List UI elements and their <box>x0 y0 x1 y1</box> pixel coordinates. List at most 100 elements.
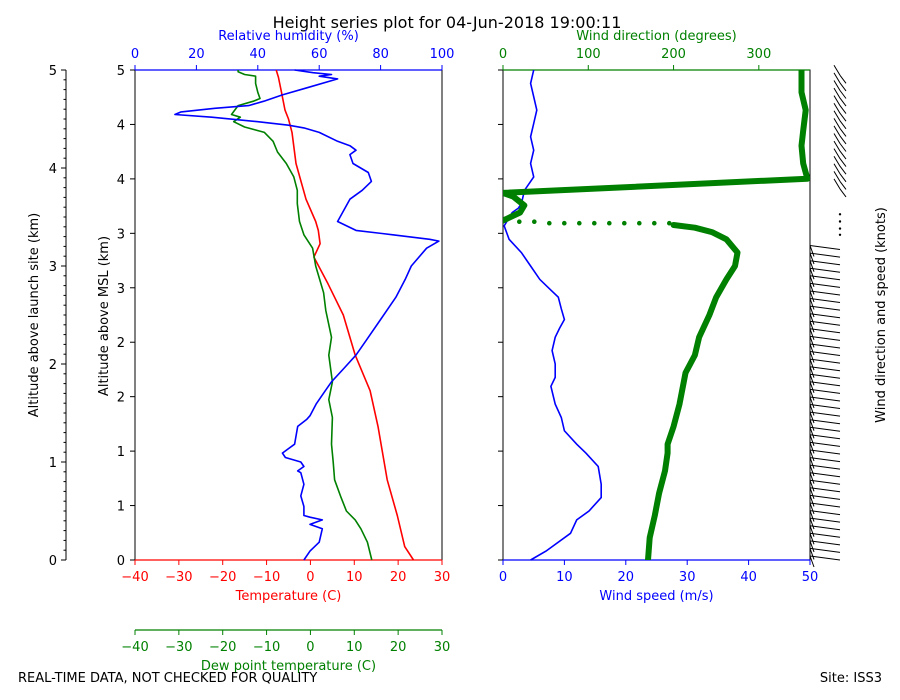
inner-y-tick-label: 5 <box>117 64 125 79</box>
wind-direction-line <box>645 222 741 560</box>
wind-barb <box>833 178 847 198</box>
wind-barb <box>809 366 841 378</box>
wind-barb <box>833 80 847 99</box>
wind-speed-tick-label: 50 <box>802 570 819 585</box>
wind-speed-line <box>503 69 602 561</box>
temperature-tick-label: 0 <box>306 570 314 585</box>
wind-direction-point <box>622 220 627 226</box>
wind-direction-point <box>562 220 567 226</box>
wind-barb <box>809 502 841 515</box>
outer-y-tick-label: 0 <box>49 554 57 569</box>
wind-barb <box>809 540 841 553</box>
thermo-panel: 0 1 2 3 4 5 Altitude above launch site (km) 0 1 1… <box>27 29 454 674</box>
wind-barb <box>809 275 841 287</box>
inner-y-tick-label: 0 <box>117 554 125 569</box>
wind-barb <box>809 245 841 257</box>
dewpoint-tick-label: −30 <box>165 640 192 655</box>
inner-y-tick-label: 3 <box>117 227 125 242</box>
dewpoint-tick-label: 10 <box>346 640 363 655</box>
wind-barb <box>833 163 847 183</box>
wind-direction-point <box>517 219 522 224</box>
wind-barb <box>809 532 841 545</box>
wind-barb <box>833 110 847 130</box>
wind-barb <box>809 510 841 522</box>
wind-barb <box>809 260 841 272</box>
wind-barb <box>809 305 841 318</box>
rh-tick-label: 0 <box>131 47 139 62</box>
wind-direction-tick-label: 200 <box>661 47 686 62</box>
barb-axis-label: Wind direction and speed (knots) <box>874 207 889 423</box>
wind-speed-tick-label: 10 <box>556 570 573 585</box>
rh-tick-label: 100 <box>430 47 455 62</box>
wind-barb <box>833 133 847 152</box>
outer-y-tick-label: 4 <box>49 162 57 177</box>
wind-direction-tick-label: 100 <box>576 47 601 62</box>
wind-speed-tick-label: 0 <box>499 570 507 585</box>
inner-y-tick-label: 1 <box>117 445 125 460</box>
wind-barb <box>809 555 841 568</box>
wind-direction-tick-label: 300 <box>746 47 771 62</box>
temperature-axis-label: Temperature (C) <box>235 589 342 604</box>
rh-tick-label: 80 <box>372 47 389 62</box>
calm-wind-dot <box>838 227 842 230</box>
outer-y-tick-label: 3 <box>49 260 57 275</box>
wind-barb <box>809 411 841 424</box>
wind-barb <box>833 140 847 160</box>
wind-barb <box>833 65 847 84</box>
wind-barb <box>809 396 841 409</box>
temperature-line <box>275 69 415 561</box>
inner-y-tick-label: 1 <box>117 500 125 515</box>
wind-barb <box>809 517 841 530</box>
temperature-tick-label: −10 <box>253 570 280 585</box>
wind-barb <box>809 343 841 356</box>
rh-axis-label: Relative humidity (%) <box>218 29 359 44</box>
wind-barb <box>809 252 841 265</box>
temperature-tick-label: 20 <box>390 570 407 585</box>
wind-barb <box>809 290 841 303</box>
inner-y-tick-label: 4 <box>117 173 125 188</box>
inner-y-tick-label: 4 <box>117 118 125 133</box>
wind-direction-point <box>592 220 597 226</box>
temperature-tick-label: 30 <box>434 570 451 585</box>
calm-wind-dot <box>838 233 842 236</box>
wind-barb <box>833 118 847 137</box>
wind-barb <box>809 351 841 363</box>
rh-line <box>174 69 440 561</box>
dewpoint-tick-label: 20 <box>390 640 407 655</box>
wind-barb <box>809 267 841 280</box>
rh-tick-label: 60 <box>311 47 328 62</box>
dewpoint-line <box>230 70 373 561</box>
wind-direction-axis-label: Wind direction (degrees) <box>576 29 736 44</box>
wind-barb <box>809 388 841 401</box>
wind-direction-point <box>577 220 582 226</box>
site-label: Site: ISS3 <box>820 671 882 686</box>
wind-direction-point <box>652 220 657 226</box>
temperature-tick-label: −20 <box>209 570 236 585</box>
wind-barb <box>809 426 841 439</box>
wind-direction-line <box>503 70 810 224</box>
calm-wind-dot <box>838 213 842 216</box>
wind-barb <box>809 328 841 340</box>
wind-direction-point <box>667 220 672 226</box>
wind-barb <box>809 547 841 560</box>
dewpoint-tick-label: 0 <box>306 640 314 655</box>
wind-panel: 0 10 20 30 40 50 Wind speed (m/s) 0 100 200 300 Win… <box>498 29 889 604</box>
dewpoint-tick-label: −10 <box>253 640 280 655</box>
outer-y-tick-label: 1 <box>49 456 57 471</box>
wind-barb <box>809 419 841 431</box>
wind-barb <box>809 320 841 333</box>
outer-y-tick-label: 2 <box>49 358 57 373</box>
rh-tick-label: 40 <box>250 47 267 62</box>
inner-y-tick-label: 2 <box>117 391 125 406</box>
outer-y-tick-label: 5 <box>49 64 57 79</box>
wind-barb <box>809 335 841 348</box>
wind-barb <box>809 487 841 499</box>
temperature-tick-label: −30 <box>165 570 192 585</box>
wind-direction-point <box>607 220 612 226</box>
wind-barb <box>833 102 847 122</box>
temperature-tick-label: −40 <box>121 570 148 585</box>
wind-barb <box>833 95 847 114</box>
wind-direction-point <box>547 220 552 226</box>
wind-speed-tick-label: 30 <box>679 570 696 585</box>
wind-direction-point <box>637 220 642 226</box>
